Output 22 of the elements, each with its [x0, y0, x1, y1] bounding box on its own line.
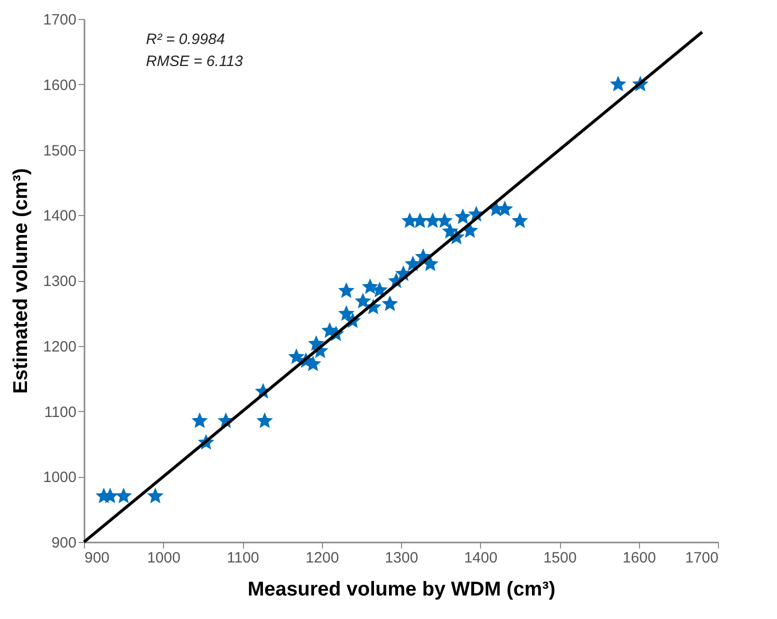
x-tick-label: 1600 — [622, 550, 656, 566]
x-tick-label: 1000 — [147, 550, 180, 566]
x-tick-label: 1300 — [384, 550, 418, 566]
y-tick-label: 1400 — [43, 208, 76, 225]
y-axis-title: Estimated volume (cm³) — [10, 168, 32, 394]
y-tick-label: 1700 — [43, 12, 76, 28]
y-tick-label: 1500 — [43, 142, 76, 160]
x-tick-label: 1500 — [543, 550, 577, 566]
x-tick-label: 1400 — [464, 550, 498, 566]
y-tick-label: 1200 — [43, 338, 76, 356]
x-tick-label: 1700 — [685, 550, 718, 566]
x-tick-label: 900 — [84, 550, 110, 566]
y-tick-label: 1300 — [43, 273, 76, 290]
x-tick-label: 1100 — [226, 550, 260, 566]
annotation: R² = 0.9984 — [146, 31, 225, 48]
y-tick-label: 1600 — [43, 76, 76, 94]
x-axis-title: Measured volume by WDM (cm³) — [248, 578, 556, 600]
y-tick-label: 900 — [51, 534, 76, 552]
x-tick-label: 1200 — [306, 550, 339, 566]
annotation: RMSE = 6.113 — [146, 53, 244, 70]
y-tick-label: 1100 — [44, 404, 76, 421]
y-tick-label: 1000 — [43, 469, 76, 486]
